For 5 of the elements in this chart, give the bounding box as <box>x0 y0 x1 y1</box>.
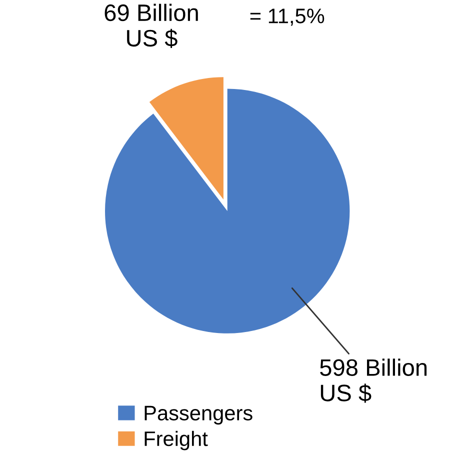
legend-label: Passengers <box>144 406 252 425</box>
text: = 11,5% <box>250 8 324 26</box>
data-label: 598 Billion US $ <box>320 358 427 403</box>
data-label: 69 Billion US $ <box>104 4 198 48</box>
legend-label: Freight <box>144 430 208 450</box>
